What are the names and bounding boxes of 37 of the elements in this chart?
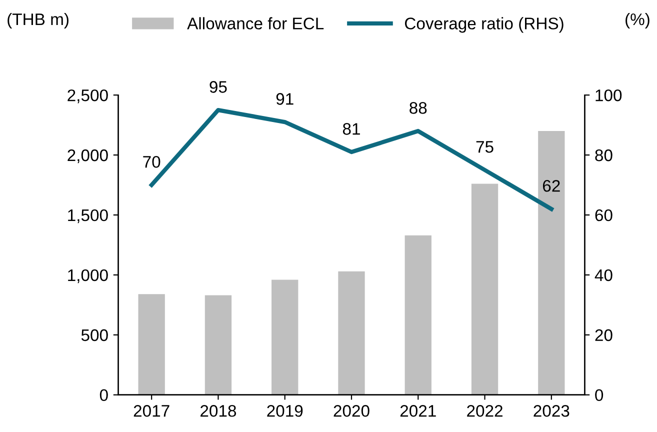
y2-tick-label: 100	[596, 89, 622, 102]
data-label: 95	[210, 81, 227, 93]
data-label: 62	[542, 180, 560, 192]
y2-tick-label: 60	[595, 209, 612, 222]
x-tick-label: 2021	[400, 405, 436, 417]
y-axis-title: (THB m)	[8, 12, 68, 28]
bar	[138, 294, 165, 395]
legend-label: Allowance for ECL	[187, 17, 324, 30]
y2-tick-label: 0	[595, 389, 604, 402]
x-tick-label: 2022	[467, 405, 502, 417]
y2-tick-label: 80	[595, 149, 612, 162]
bar	[538, 131, 565, 395]
bar	[471, 184, 498, 395]
x-tick-label: 2018	[200, 405, 236, 417]
data-label: 88	[410, 102, 427, 114]
legend-label: Coverage ratio (RHS)	[404, 17, 564, 33]
data-label: 70	[143, 156, 160, 168]
data-label: 81	[342, 123, 360, 135]
data-label: 75	[476, 141, 494, 153]
x-tick-label: 2017	[134, 405, 170, 417]
y-tick-label: 2,500	[68, 89, 108, 104]
y-tick-label: 0	[100, 389, 108, 402]
x-tick-label: 2019	[267, 405, 303, 417]
bar	[204, 295, 232, 395]
y-tick-label: 1,500	[68, 209, 108, 224]
bar	[272, 280, 298, 395]
y-tick-label: 2,000	[68, 149, 108, 164]
data-label: 91	[276, 93, 294, 105]
x-tick-label: 2020	[334, 405, 370, 417]
y2-tick-label: 40	[594, 269, 612, 282]
y-tick-label: 1,000	[68, 269, 108, 284]
x-tick-label: 2023	[534, 405, 570, 417]
y2-axis-title: (%)	[626, 12, 650, 28]
y2-tick-label: 20	[595, 329, 612, 342]
bar	[338, 271, 365, 395]
bar	[404, 235, 432, 395]
y-tick-label: 500	[81, 329, 108, 342]
